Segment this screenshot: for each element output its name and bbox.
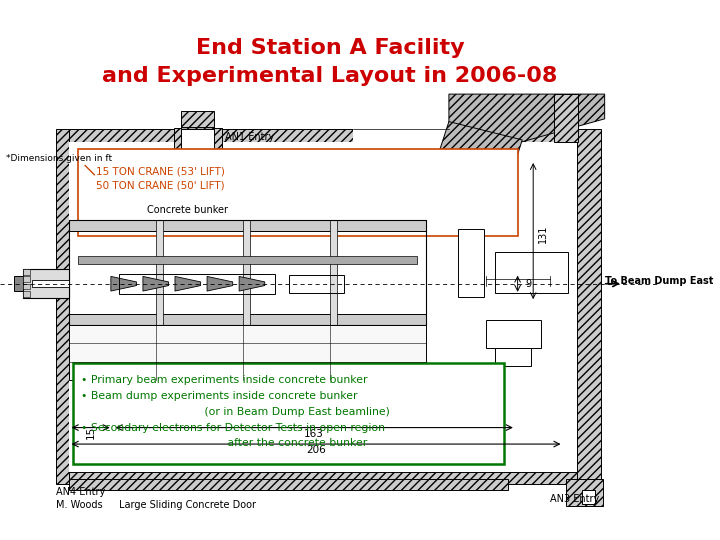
Bar: [566, 479, 603, 507]
Bar: [68, 471, 577, 484]
Bar: [174, 128, 181, 152]
Bar: [289, 274, 343, 293]
Bar: [577, 129, 601, 494]
Bar: [78, 256, 417, 264]
Polygon shape: [111, 276, 137, 291]
Polygon shape: [143, 276, 168, 291]
Text: • Beam dump experiments inside concrete bunker: • Beam dump experiments inside concrete …: [81, 392, 357, 401]
Bar: [68, 220, 426, 231]
Text: 163: 163: [305, 429, 324, 438]
Bar: [119, 274, 275, 294]
Text: AN4 Entry: AN4 Entry: [56, 487, 105, 497]
Bar: [32, 280, 68, 287]
Polygon shape: [175, 276, 201, 291]
Text: 206: 206: [306, 445, 326, 455]
Bar: [243, 220, 250, 325]
Bar: [23, 269, 68, 299]
Polygon shape: [449, 94, 605, 141]
Bar: [23, 269, 30, 274]
Bar: [181, 111, 215, 129]
Bar: [23, 284, 30, 289]
Text: 9: 9: [525, 279, 531, 289]
Bar: [495, 348, 531, 366]
Bar: [174, 128, 222, 143]
Polygon shape: [438, 122, 522, 169]
Polygon shape: [239, 276, 265, 291]
Text: To Beam Dump East: To Beam Dump East: [605, 276, 713, 286]
Bar: [582, 490, 595, 504]
Bar: [68, 479, 508, 490]
Bar: [458, 229, 484, 298]
Bar: [353, 128, 449, 143]
Text: 50 TON CRANE (50' LIFT): 50 TON CRANE (50' LIFT): [96, 181, 225, 191]
Bar: [330, 220, 337, 325]
Bar: [73, 363, 504, 464]
Text: • Secondary electrons for Detector Tests in open region: • Secondary electrons for Detector Tests…: [81, 423, 384, 433]
Bar: [68, 141, 577, 471]
Text: (or in Beam Dump East beamline): (or in Beam Dump East beamline): [187, 407, 390, 417]
Bar: [68, 129, 577, 141]
Text: and Experimental Layout in 2006-08: and Experimental Layout in 2006-08: [102, 66, 557, 86]
Bar: [554, 94, 578, 141]
Text: 131: 131: [538, 224, 548, 242]
Text: *Dimensions given in ft: *Dimensions given in ft: [6, 154, 112, 163]
Bar: [215, 128, 222, 152]
Bar: [68, 220, 426, 325]
Text: 15 TON CRANE (53' LIFT): 15 TON CRANE (53' LIFT): [96, 166, 225, 176]
Bar: [68, 314, 426, 325]
Text: Large Sliding Concrete Door: Large Sliding Concrete Door: [119, 500, 256, 510]
Bar: [78, 149, 518, 236]
Bar: [181, 127, 215, 129]
Text: after the concrete bunker: after the concrete bunker: [210, 438, 367, 448]
Text: M. Woods: M. Woods: [56, 500, 102, 510]
Text: AN1 Entry: AN1 Entry: [225, 132, 274, 142]
Bar: [56, 129, 68, 484]
Bar: [23, 276, 30, 282]
Bar: [485, 320, 541, 348]
Text: Concrete bunker: Concrete bunker: [147, 205, 228, 215]
Text: End Station A Facility: End Station A Facility: [196, 38, 464, 58]
Bar: [156, 220, 163, 325]
Bar: [23, 291, 30, 296]
Bar: [14, 276, 23, 291]
Text: AN3 Entry: AN3 Entry: [549, 494, 599, 504]
Bar: [68, 325, 426, 380]
Text: 15: 15: [86, 426, 96, 438]
Text: • Primary beam experiments inside concrete bunker: • Primary beam experiments inside concre…: [81, 375, 367, 385]
Bar: [495, 252, 568, 293]
Polygon shape: [207, 276, 233, 291]
